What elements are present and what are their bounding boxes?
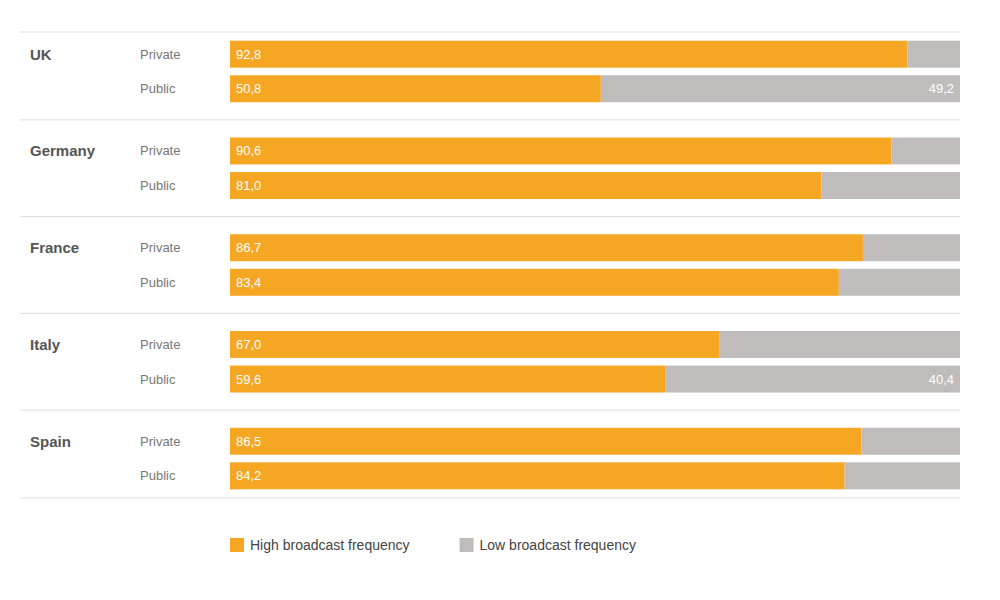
data-label: 86,5 bbox=[236, 434, 261, 449]
bar bbox=[863, 234, 960, 261]
separator bbox=[20, 32, 960, 33]
bar bbox=[230, 234, 863, 261]
group-label: UK bbox=[30, 46, 52, 63]
category-label: Public bbox=[140, 81, 176, 96]
bar bbox=[230, 428, 861, 455]
bar bbox=[601, 75, 960, 102]
category-labels: UK Private Public Germany Private Public Franc… bbox=[30, 46, 180, 484]
legend: High broadcast frequency Low broadcast fr… bbox=[230, 537, 636, 553]
data-label: 86,7 bbox=[236, 240, 261, 255]
category-label: Public bbox=[140, 468, 176, 483]
data-label: 84,2 bbox=[236, 468, 261, 483]
data-label: 50,8 bbox=[236, 81, 261, 96]
data-label: 49,2 bbox=[929, 81, 954, 96]
category-label: Private bbox=[140, 337, 180, 352]
bar bbox=[839, 269, 960, 296]
chart: 92,8 50,8 49,2 90,6 81,0 86,7 83,4 67,0 59,6 40,4… bbox=[0, 0, 1000, 600]
separators bbox=[20, 32, 960, 498]
group-label: Italy bbox=[30, 336, 61, 353]
bar bbox=[230, 41, 907, 68]
category-label: Private bbox=[140, 434, 180, 449]
separator bbox=[20, 119, 960, 120]
bar bbox=[891, 137, 960, 164]
separator bbox=[20, 216, 960, 217]
legend-label: Low broadcast frequency bbox=[480, 537, 636, 553]
bar bbox=[719, 331, 960, 358]
legend-label: High broadcast frequency bbox=[250, 537, 410, 553]
data-label: 81,0 bbox=[236, 178, 261, 193]
bar bbox=[861, 428, 960, 455]
bar bbox=[821, 172, 960, 199]
category-label: Private bbox=[140, 143, 180, 158]
legend-swatch bbox=[460, 538, 474, 552]
bar bbox=[230, 137, 891, 164]
bar bbox=[230, 331, 719, 358]
data-labels: 92,8 50,8 49,2 90,6 81,0 86,7 83,4 67,0 59,6 40,4… bbox=[236, 47, 954, 484]
separator bbox=[20, 498, 960, 499]
bar bbox=[230, 269, 839, 296]
data-label: 83,4 bbox=[236, 275, 261, 290]
separator bbox=[20, 410, 960, 411]
data-label: 67,0 bbox=[236, 337, 261, 352]
bar bbox=[230, 366, 665, 393]
data-label: 92,8 bbox=[236, 47, 261, 62]
bar bbox=[665, 366, 960, 393]
category-label: Public bbox=[140, 178, 176, 193]
data-label: 59,6 bbox=[236, 372, 261, 387]
bar bbox=[845, 462, 960, 489]
category-label: Private bbox=[140, 47, 180, 62]
bar bbox=[230, 172, 821, 199]
legend-swatch bbox=[230, 538, 244, 552]
separator bbox=[20, 313, 960, 314]
bars bbox=[230, 41, 960, 490]
data-label: 90,6 bbox=[236, 143, 261, 158]
category-label: Private bbox=[140, 240, 180, 255]
category-label: Public bbox=[140, 275, 176, 290]
group-label: Spain bbox=[30, 433, 71, 450]
group-label: Germany bbox=[30, 142, 96, 159]
bar bbox=[230, 462, 845, 489]
bar bbox=[907, 41, 960, 68]
data-label: 40,4 bbox=[929, 372, 954, 387]
group-label: France bbox=[30, 239, 79, 256]
bar bbox=[230, 75, 601, 102]
category-label: Public bbox=[140, 372, 176, 387]
